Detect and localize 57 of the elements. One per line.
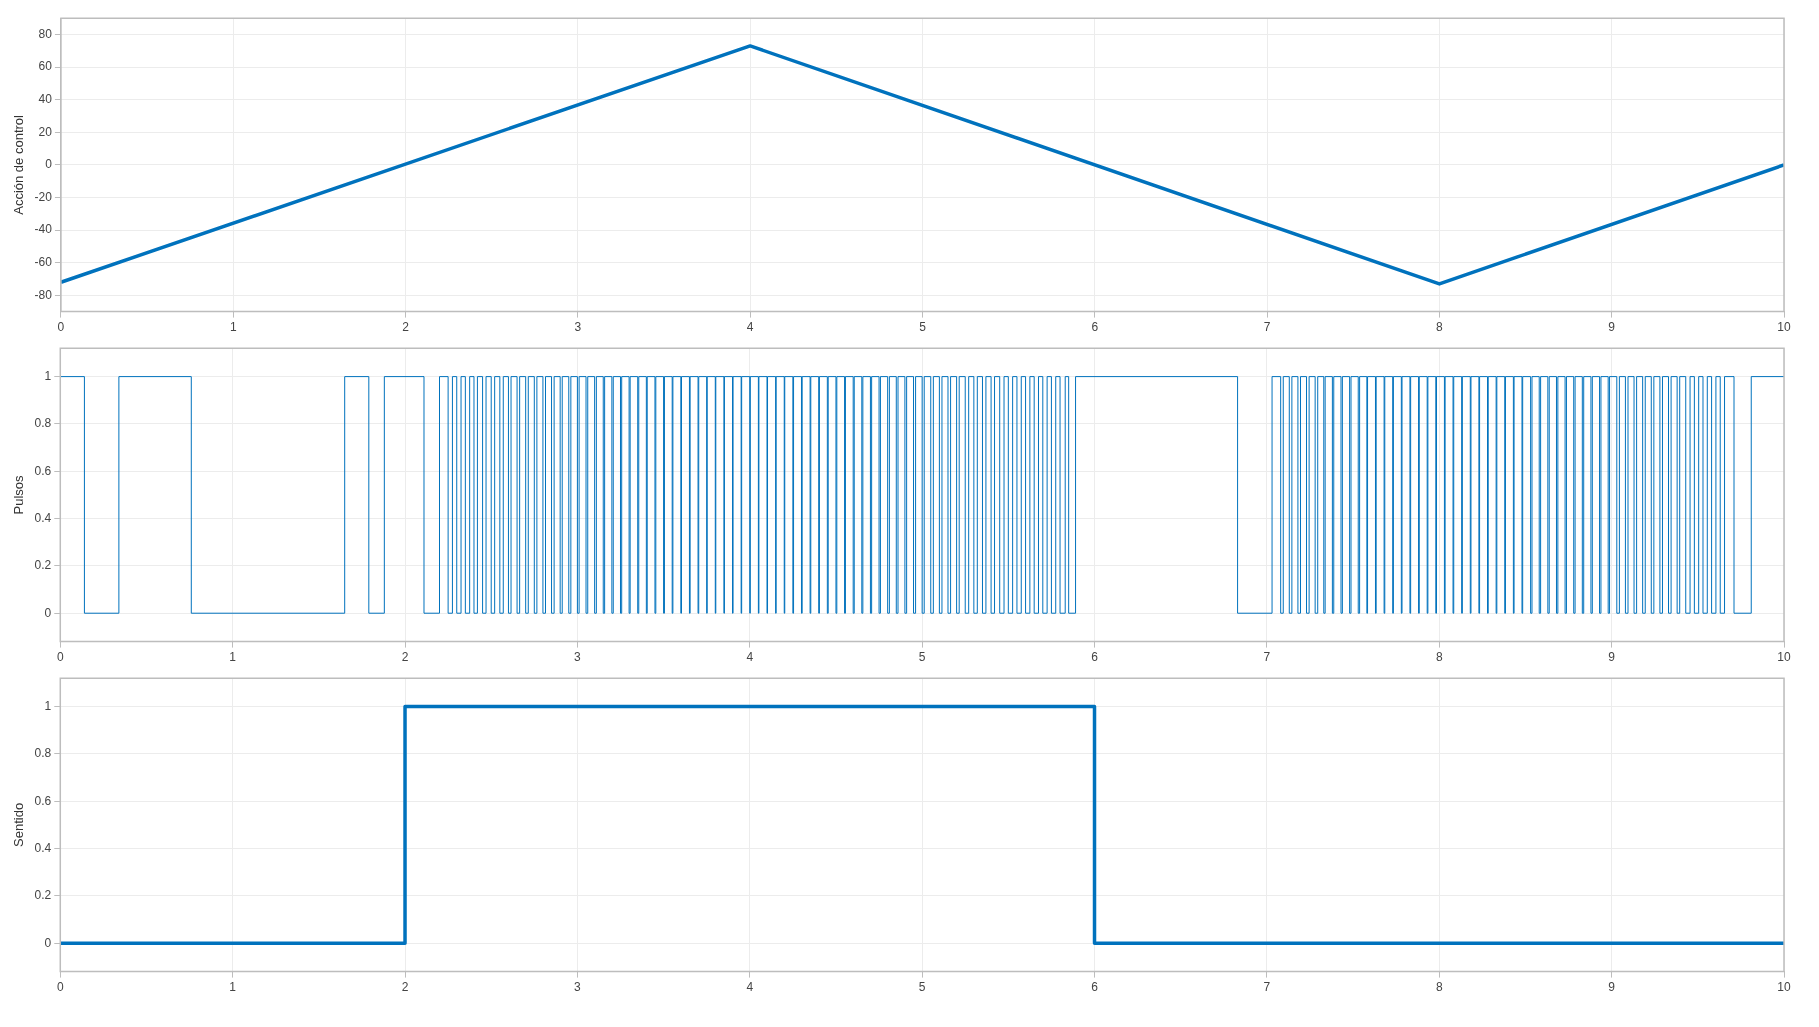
x-tick-label: 10: [1777, 650, 1791, 665]
y-tick-label: 0: [44, 605, 52, 620]
x-tick-label: 2: [401, 980, 409, 995]
y-tick-label: 0.2: [34, 888, 52, 903]
x-tick-label: 6: [1091, 320, 1099, 335]
y-tick-label: 0.4: [34, 510, 52, 525]
y-tick-label: 0.2: [34, 558, 52, 573]
x-tick-label: 5: [919, 320, 927, 335]
x-tick-label: 3: [574, 980, 582, 995]
x-tick-label: 2: [401, 650, 409, 665]
x-tick-label: 9: [1608, 980, 1616, 995]
y-tick-label: 0.4: [34, 840, 52, 855]
x-tick-label: 10: [1777, 320, 1791, 335]
y-tick-label: 0.6: [34, 463, 52, 478]
y-tick-label: 0.6: [34, 793, 52, 808]
y-tick-label: 0: [44, 935, 52, 950]
x-tick-label: 1: [229, 650, 237, 665]
x-tick-label: 3: [574, 650, 582, 665]
x-tick-label: 8: [1435, 650, 1443, 665]
y-tick-label: 1: [44, 698, 52, 713]
x-tick-label: 0: [57, 320, 65, 335]
x-tick-label: 9: [1608, 320, 1616, 335]
x-tick-label: 8: [1436, 320, 1444, 335]
x-tick-label: 4: [746, 650, 754, 665]
x-tick-label: 7: [1263, 320, 1271, 335]
y-tick-label: -20: [34, 189, 53, 204]
x-tick-label: 5: [918, 650, 926, 665]
y-tick-label: 0.8: [34, 416, 52, 431]
y-tick-label: -40: [34, 222, 53, 237]
y-tick-label: -80: [34, 287, 53, 302]
x-tick-label: 4: [746, 320, 754, 335]
x-tick-label: 4: [746, 980, 754, 995]
x-tick-label: 2: [402, 320, 410, 335]
y-axis-title: Sentido: [11, 802, 27, 847]
x-tick-label: 9: [1608, 650, 1616, 665]
x-tick-label: 1: [229, 320, 237, 335]
x-tick-label: 10: [1777, 980, 1791, 995]
x-tick-label: 1: [229, 980, 237, 995]
x-tick-label: 0: [56, 980, 64, 995]
x-tick-label: 3: [574, 320, 582, 335]
y-tick-label: 40: [38, 92, 53, 107]
x-tick-label: 8: [1435, 980, 1443, 995]
y-tick-label: 80: [38, 26, 53, 41]
y-tick-label: 1: [44, 368, 52, 383]
x-tick-label: 7: [1263, 980, 1271, 995]
y-tick-label: 60: [38, 59, 53, 74]
x-tick-label: 5: [918, 980, 926, 995]
x-tick-label: 7: [1263, 650, 1271, 665]
x-tick-label: 6: [1091, 650, 1099, 665]
y-tick-label: 20: [38, 124, 53, 139]
y-axis-title: Pulsos: [11, 474, 27, 515]
x-tick-label: 6: [1091, 980, 1099, 995]
y-axis-title: Acción de control: [11, 114, 27, 215]
y-tick-label: -60: [34, 255, 53, 270]
y-tick-label: 0: [45, 157, 53, 172]
y-tick-label: 0.8: [34, 746, 52, 761]
x-tick-label: 0: [56, 650, 64, 665]
